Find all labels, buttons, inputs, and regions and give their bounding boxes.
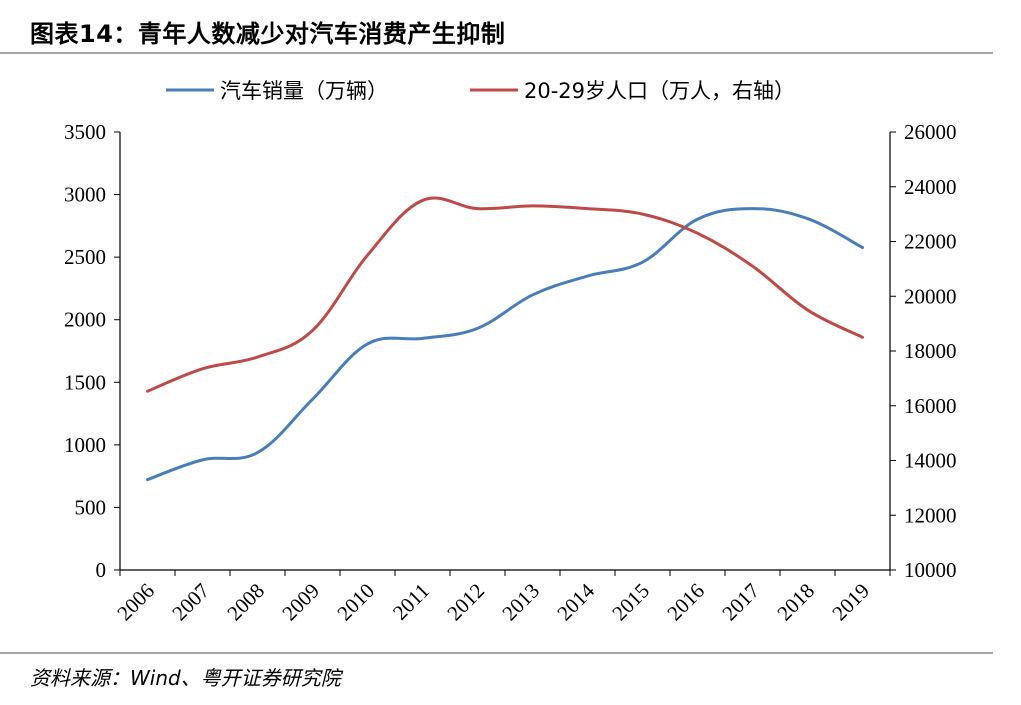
youth-population-line [146, 196, 864, 393]
left-tick-label: 1500 [64, 370, 106, 394]
title-divider [0, 52, 993, 54]
right-tick-label: 10000 [904, 558, 957, 582]
x-tick-label: 2019 [827, 579, 874, 626]
right-tick-label: 12000 [904, 503, 957, 527]
car-sales-line [146, 207, 864, 482]
legend-label-car-sales: 汽车销量（万辆） [220, 79, 388, 103]
x-tick-label: 2013 [497, 579, 544, 626]
x-tick-label: 2014 [552, 578, 599, 625]
left-tick-label: 0 [96, 558, 107, 582]
source-note: 资料来源：Wind、粤开证券研究院 [30, 666, 341, 690]
left-tick-label: 2000 [64, 308, 106, 332]
right-tick-label: 20000 [904, 284, 957, 308]
x-tick-label: 2010 [332, 579, 379, 626]
x-tick-label: 2018 [772, 579, 819, 626]
x-tick-label: 2011 [388, 579, 434, 625]
left-tick-label: 3500 [64, 120, 106, 144]
chart-lines [146, 196, 864, 482]
right-tick-label: 26000 [904, 120, 957, 144]
left-tick-label: 1000 [64, 433, 106, 457]
x-tick-label: 2017 [717, 579, 764, 626]
x-tick-label: 2015 [607, 579, 654, 626]
chart-title: 图表14：青年人数减少对汽车消费产生抑制 [30, 20, 506, 48]
x-tick-label: 2007 [167, 579, 214, 626]
left-tick-label: 500 [75, 495, 107, 519]
left-tick-label: 2500 [64, 245, 106, 269]
right-tick-label: 18000 [904, 339, 957, 363]
x-tick-label: 2016 [662, 579, 709, 626]
legend-label-youth-population: 20-29岁人口（万人，右轴） [524, 79, 795, 103]
right-tick-label: 16000 [904, 394, 957, 418]
x-tick-label: 2009 [277, 579, 324, 626]
x-tick-label: 2008 [222, 579, 269, 626]
x-tick-label: 2012 [442, 579, 489, 626]
chart-legend: 汽车销量（万辆） 20-29岁人口（万人，右轴） [166, 79, 795, 103]
left-tick-label: 3000 [64, 183, 106, 207]
right-tick-label: 22000 [904, 230, 957, 254]
right-tick-label: 24000 [904, 175, 957, 199]
source-divider [0, 652, 993, 654]
x-tick-label: 2006 [112, 579, 159, 626]
chart-axes: 0 500 1000 1500 2000 2500 3000 3500 10000 12000 14… [64, 120, 957, 625]
right-tick-label: 14000 [904, 449, 957, 473]
